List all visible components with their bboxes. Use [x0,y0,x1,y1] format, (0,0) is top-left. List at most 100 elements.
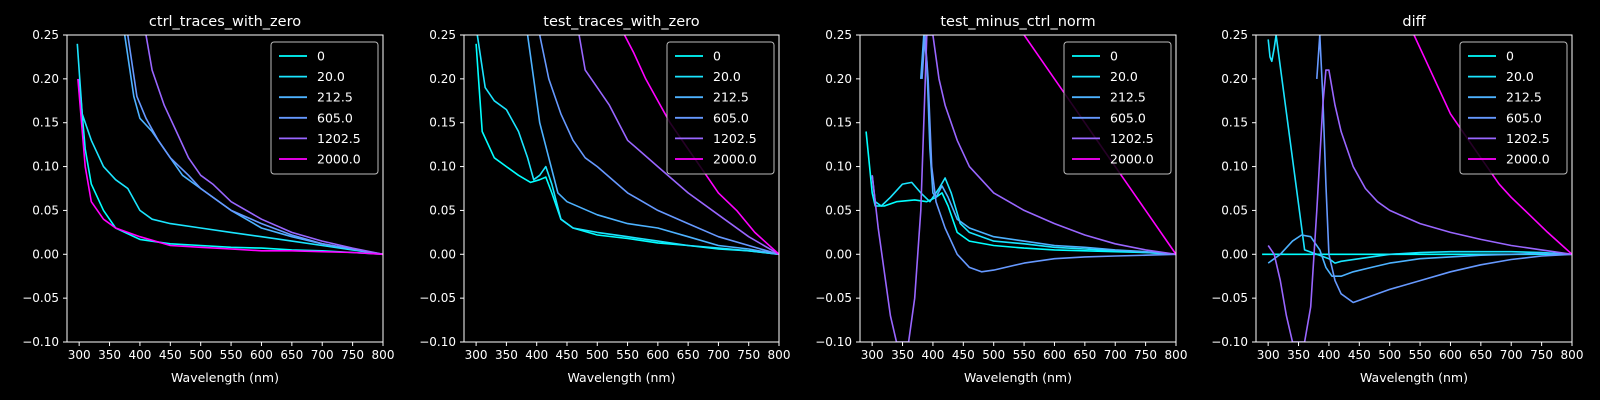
legend-entry: 2000.0 [1506,152,1550,167]
x-tick-label: 600 [646,348,669,362]
x-tick-label: 300 [465,348,488,362]
x-tick-label: 550 [616,348,639,362]
x-tick-label: 300 [1257,348,1280,362]
legend-entry: 605.0 [1506,110,1542,125]
series-line-605-0 [538,35,779,256]
chart-panel-3: 300 350 400 450 500 550 600 650 700 750 800 −0.10 −0… [815,14,1187,385]
y-tick-label: −0.10 [22,335,59,349]
y-tick-label: 0.00 [32,247,59,261]
chart-panel-2: 300 350 400 450 500 550 600 650 700 750 800 −0.10 −0… [419,14,790,385]
x-axis-label: Wavelength (nm) [964,370,1072,385]
y-tick-label: 0.25 [1221,28,1248,42]
x-tick-label: 550 [1409,348,1432,362]
series-line-0 [865,131,1176,256]
legend-entry: 0 [1110,49,1118,64]
x-tick-label: 300 [68,348,91,362]
legend-entry: 20.0 [713,69,741,84]
series-group [76,35,383,256]
x-tick-label: 400 [1317,348,1340,362]
series-line-20-0 [1267,35,1572,264]
legend-entry: 1202.5 [1110,131,1154,146]
y-tick-label: −0.10 [1211,335,1248,349]
series-line-20-0 [871,175,1176,256]
series-line-1202-5 [145,35,383,256]
y-tick-label: −0.05 [815,291,852,305]
series-line-605-0 [1316,35,1572,304]
series-line-1202-5 [871,35,1176,342]
legend-entry: 20.0 [317,69,345,84]
axes-frame [463,34,780,343]
x-tick-label: 400 [921,348,944,362]
y-tick-label: 0.05 [429,203,456,217]
chart-panel-4: 300 350 400 450 500 550 600 650 700 750 800 −0.10 −0… [1211,14,1583,385]
x-tick-label: 650 [1073,348,1096,362]
axes-frame [1255,34,1573,343]
x-tick-label: 650 [280,348,303,362]
x-tick-label: 800 [768,348,791,362]
legend-entry: 605.0 [1110,110,1146,125]
x-tick-label: 600 [1043,348,1066,362]
legend-entry: 20.0 [1506,69,1534,84]
legend-entry: 605.0 [317,110,353,125]
x-tick-label: 800 [372,348,395,362]
y-tick-label: 0.20 [1221,72,1248,86]
x-tick-label: 500 [982,348,1005,362]
x-tick-label: 750 [1134,348,1157,362]
x-tick-label: 350 [495,348,518,362]
y-tick-label: 0.25 [825,28,852,42]
legend: 0 20.0 212.5 605.0 1202.5 2000.0 [270,41,379,175]
x-tick-label: 500 [189,348,212,362]
legend-entry: 212.5 [1506,90,1542,105]
legend-entry: 20.0 [1110,69,1138,84]
series-group [475,35,779,256]
legend-box [270,41,379,175]
legend: 0 20.0 212.5 605.0 1202.5 2000.0 [1459,41,1568,175]
y-tick-label: −0.10 [419,335,456,349]
y-tick-label: 0.10 [1221,160,1248,174]
y-tick-label: −0.05 [22,291,59,305]
series-line-20-0 [476,35,779,256]
y-tick-label: 0.05 [1221,203,1248,217]
chart-title: ctrl_traces_with_zero [149,14,301,30]
x-tick-label: 450 [159,348,182,362]
legend-entry: 0 [1506,49,1514,64]
y-tick-label: 0.05 [825,203,852,217]
y-tick-label: 0.25 [32,28,59,42]
x-tick-label: 350 [891,348,914,362]
legend-box [1063,41,1172,175]
x-tick-label: 500 [1378,348,1401,362]
y-tick-label: 0.15 [32,116,59,130]
x-axis-label: Wavelength (nm) [171,370,279,385]
x-tick-label: 350 [98,348,121,362]
x-tick-label: 450 [952,348,975,362]
y-tick-label: 0.15 [1221,116,1248,130]
legend: 0 20.0 212.5 605.0 1202.5 2000.0 [1063,41,1172,175]
x-tick-label: 800 [1561,348,1584,362]
y-tick-label: 0.25 [429,28,456,42]
legend-entry: 605.0 [713,110,749,125]
axes-frame [66,34,384,343]
y-tick-label: 0.10 [825,160,852,174]
series-line-1202-5 [578,35,779,255]
x-tick-label: 650 [1469,348,1492,362]
legend-entry: 1202.5 [1506,131,1550,146]
y-tick-label: 0.05 [32,203,59,217]
y-tick-label: −0.05 [1211,291,1248,305]
y-tick-label: 0.15 [429,116,456,130]
legend-entry: 0 [713,49,721,64]
series-line-605-0 [921,35,1176,273]
legend: 0 20.0 212.5 605.0 1202.5 2000.0 [666,41,775,175]
x-tick-label: 300 [861,348,884,362]
x-tick-label: 450 [556,348,579,362]
x-tick-label: 600 [1439,348,1462,362]
series-line-0 [78,78,383,256]
x-tick-label: 350 [1287,348,1310,362]
legend-box [1459,41,1568,175]
series-line-605-0 [127,35,383,256]
y-tick-label: 0.00 [429,247,456,261]
x-tick-label: 700 [1500,348,1523,362]
x-tick-label: 700 [311,348,334,362]
series-line-212-5 [1267,234,1572,277]
axes-frame [859,34,1177,343]
